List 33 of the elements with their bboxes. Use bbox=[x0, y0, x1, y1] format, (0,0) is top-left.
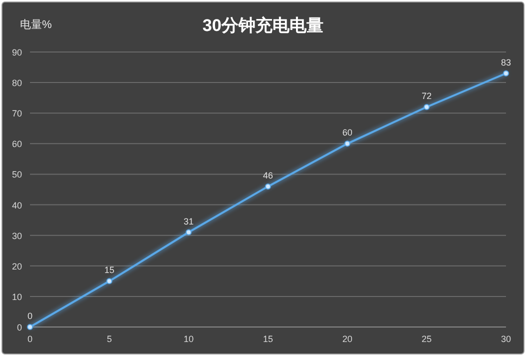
point bbox=[503, 70, 509, 76]
x-tick-label: 15 bbox=[262, 334, 274, 344]
y-tick-label: 0 bbox=[16, 322, 22, 332]
x-tick-label: 20 bbox=[342, 334, 352, 344]
point bbox=[265, 183, 271, 190]
data-label: 60 bbox=[342, 128, 352, 138]
data-label: 72 bbox=[422, 91, 432, 101]
point bbox=[344, 140, 350, 147]
y-tick-label: 80 bbox=[12, 78, 22, 88]
x-tick-label: 25 bbox=[422, 334, 432, 344]
data-label: 31 bbox=[184, 216, 194, 226]
point bbox=[424, 104, 430, 110]
y-tick-label: 50 bbox=[12, 170, 22, 180]
point bbox=[27, 324, 33, 330]
y-tick-label: 90 bbox=[12, 48, 22, 58]
data-label: 15 bbox=[104, 265, 114, 276]
x-tick-label: 5 bbox=[106, 334, 112, 344]
y-tick-label: 70 bbox=[12, 108, 22, 119]
y-tick-label: 30 bbox=[12, 230, 22, 241]
x-tick-label: 10 bbox=[184, 334, 194, 344]
data-label: 46 bbox=[262, 170, 274, 180]
chart-title: 30分钟充电电量 bbox=[202, 16, 324, 35]
y-tick-label: 20 bbox=[12, 261, 22, 272]
y-tick-label: 60 bbox=[12, 139, 22, 150]
point bbox=[106, 278, 112, 284]
x-tick-label: 30 bbox=[500, 334, 512, 344]
y-axis-title: 电量% bbox=[20, 18, 52, 31]
y-tick-label: 40 bbox=[12, 200, 22, 210]
point bbox=[186, 229, 192, 236]
y-tick-label: 10 bbox=[12, 292, 22, 302]
data-label: 83 bbox=[500, 57, 512, 68]
data-label: 0 bbox=[27, 311, 33, 321]
x-tick-label: 0 bbox=[27, 334, 33, 344]
